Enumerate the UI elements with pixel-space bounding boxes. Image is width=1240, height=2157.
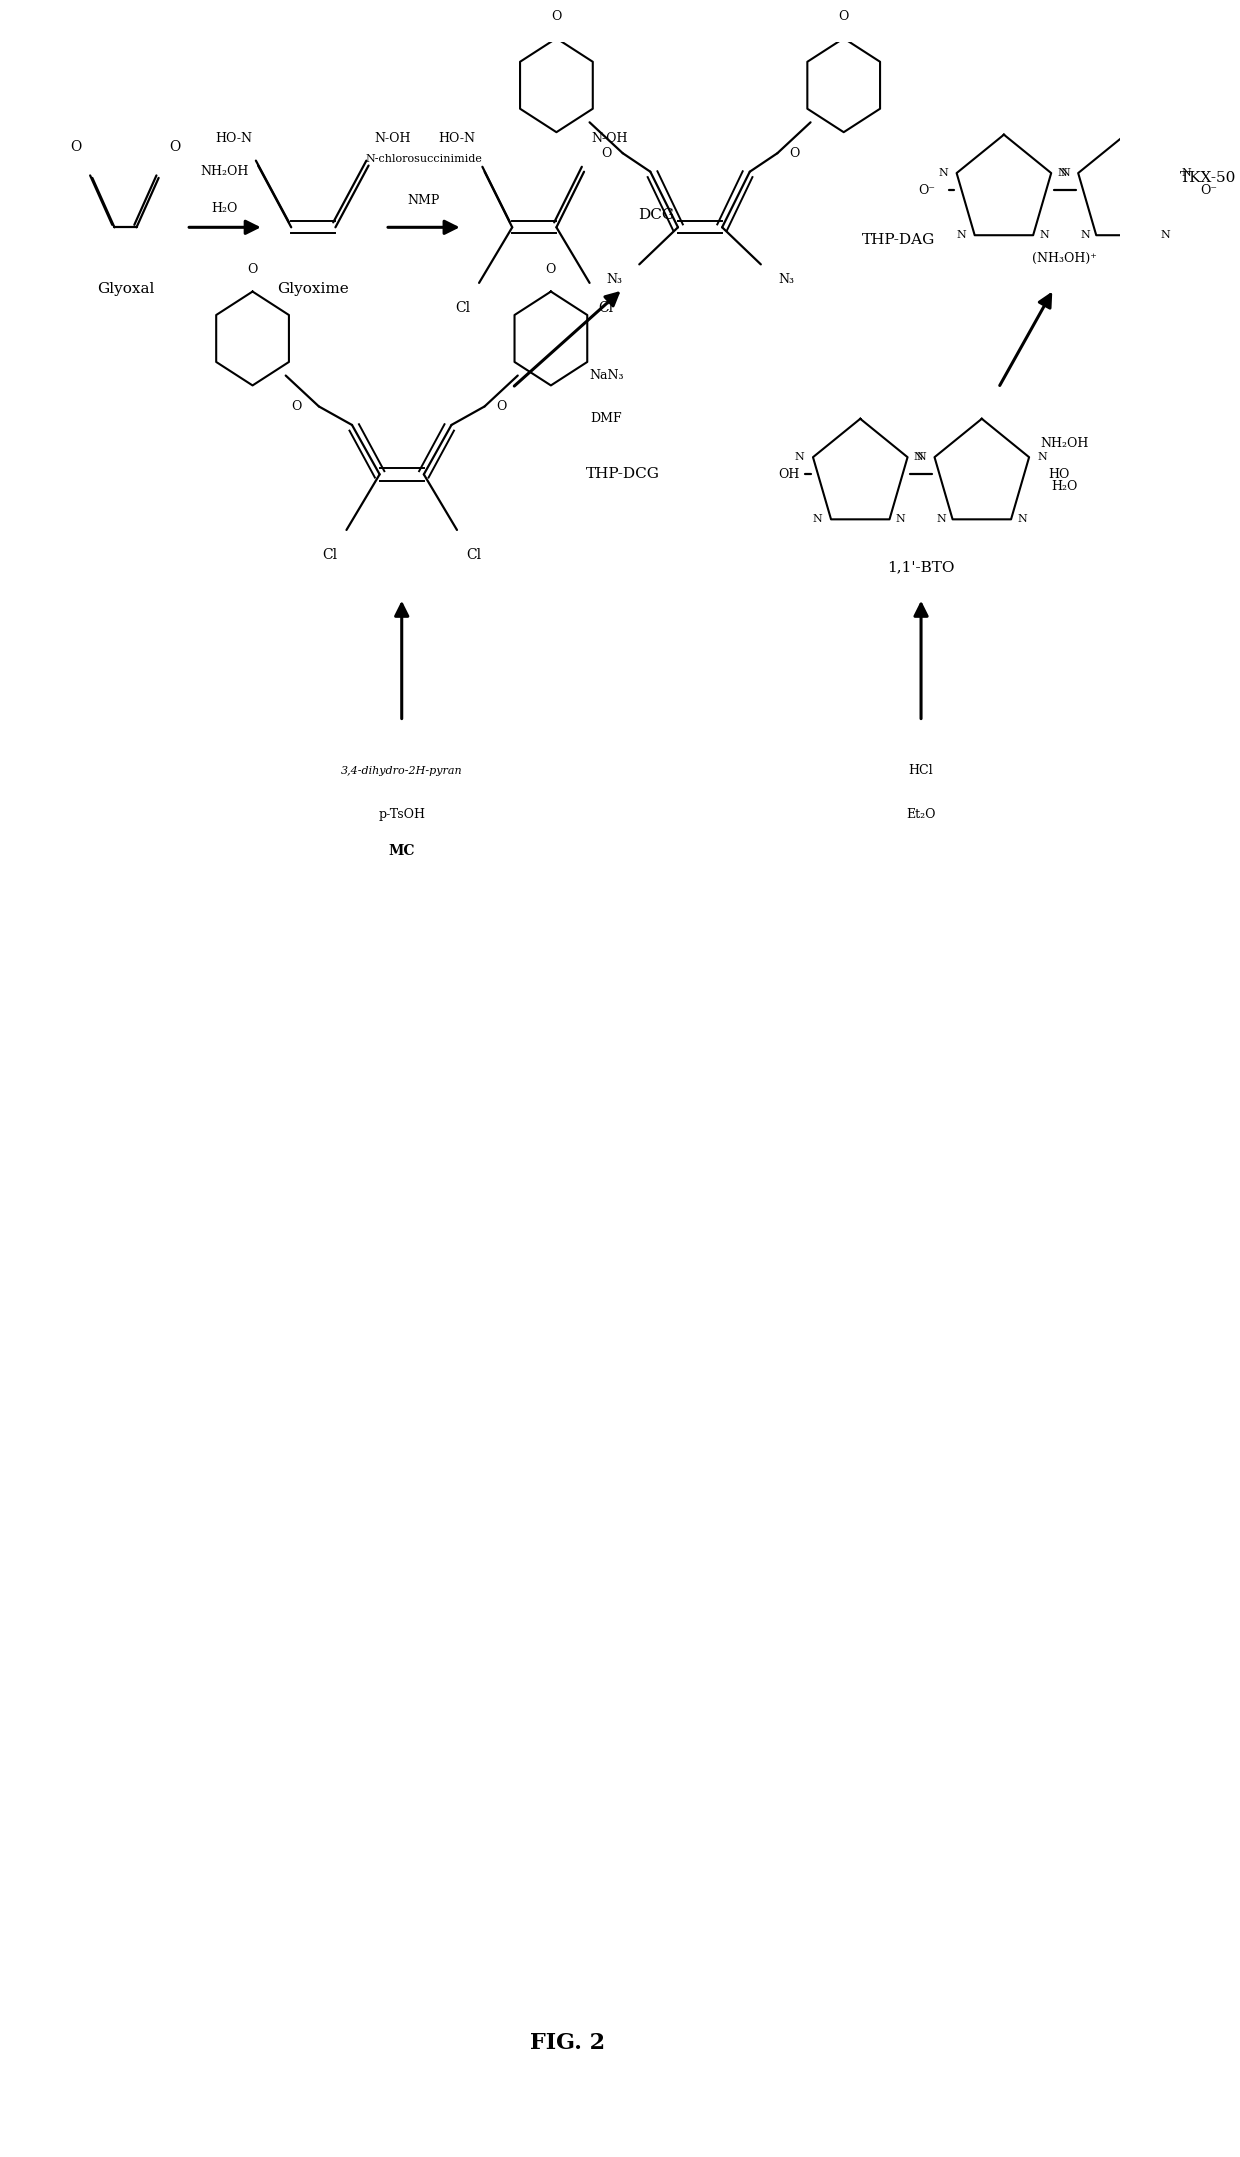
Text: HCl: HCl — [909, 764, 934, 777]
Text: p-TsOH: p-TsOH — [378, 807, 425, 820]
Text: N: N — [914, 453, 924, 462]
Text: N: N — [1161, 231, 1171, 239]
Text: O: O — [546, 263, 556, 276]
Text: O: O — [496, 399, 506, 412]
Text: N: N — [895, 513, 905, 524]
Text: NH₂OH: NH₂OH — [1040, 438, 1089, 451]
Text: N: N — [795, 453, 805, 462]
Text: N₃: N₃ — [779, 272, 795, 285]
Text: THP-DCG: THP-DCG — [585, 468, 660, 481]
Text: OH: OH — [777, 468, 799, 481]
Text: 1,1'-BTO: 1,1'-BTO — [888, 561, 955, 574]
Text: O⁻: O⁻ — [918, 183, 935, 196]
Text: H₂O: H₂O — [212, 203, 238, 216]
Text: HO-N: HO-N — [216, 132, 252, 145]
Text: FIG. 2: FIG. 2 — [529, 2032, 605, 2053]
Text: N: N — [936, 513, 946, 524]
Text: Glyoxime: Glyoxime — [278, 283, 350, 296]
Text: N-OH: N-OH — [374, 132, 412, 145]
Text: MC: MC — [388, 843, 415, 858]
Text: HO-N: HO-N — [439, 132, 475, 145]
Text: O: O — [552, 9, 562, 22]
Text: O⁻: O⁻ — [1200, 183, 1216, 196]
Text: TKX-50: TKX-50 — [1180, 170, 1236, 186]
Text: NaN₃: NaN₃ — [589, 369, 624, 382]
Text: Et₂O: Et₂O — [906, 807, 936, 820]
Text: N: N — [1039, 231, 1049, 239]
Text: Cl: Cl — [599, 300, 614, 315]
Text: NMP: NMP — [408, 194, 440, 207]
Text: O: O — [247, 263, 258, 276]
Text: DCG: DCG — [637, 207, 673, 222]
Text: N: N — [939, 168, 949, 179]
Text: THP-DAG: THP-DAG — [862, 233, 936, 246]
Text: N: N — [1017, 513, 1027, 524]
Text: 3,4-dihydro-2H-pyran: 3,4-dihydro-2H-pyran — [341, 766, 463, 777]
Text: O: O — [838, 9, 849, 22]
Text: (NH₃OH)⁺: (NH₃OH)⁺ — [1032, 252, 1097, 265]
Text: Cl: Cl — [466, 548, 481, 561]
Text: Glyoxal: Glyoxal — [97, 283, 154, 296]
Text: N: N — [956, 231, 966, 239]
Text: O: O — [71, 140, 82, 153]
Text: N-chlorosuccinimide: N-chlorosuccinimide — [366, 155, 482, 164]
Text: NH₂OH: NH₂OH — [201, 166, 249, 179]
Text: HO: HO — [1049, 468, 1070, 481]
Text: O: O — [291, 399, 303, 412]
Text: N: N — [1060, 168, 1070, 179]
Text: DMF: DMF — [590, 412, 622, 425]
Text: N: N — [1080, 231, 1090, 239]
Text: Cl: Cl — [322, 548, 337, 561]
Text: Cl: Cl — [455, 300, 470, 315]
Text: O: O — [789, 147, 799, 160]
Text: H₂O: H₂O — [1052, 481, 1078, 494]
Text: N: N — [1038, 453, 1048, 462]
Text: N: N — [1182, 168, 1190, 179]
Text: N: N — [813, 513, 822, 524]
Text: O: O — [170, 140, 181, 153]
Text: N: N — [916, 453, 926, 462]
Text: N: N — [1058, 168, 1068, 179]
Text: N₃: N₃ — [606, 272, 622, 285]
Text: O: O — [601, 147, 611, 160]
Text: N-OH: N-OH — [591, 132, 627, 145]
